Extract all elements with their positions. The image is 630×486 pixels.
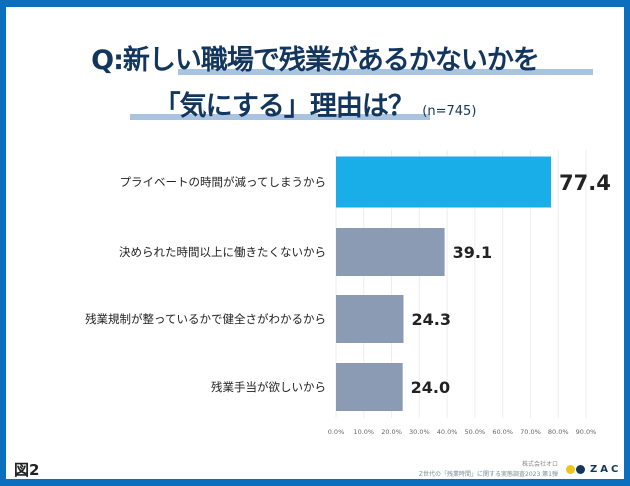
title-underline: [178, 69, 593, 75]
category-label: 残業規制が整っているかで健全さがわかるから: [85, 312, 326, 326]
source-company: 株式会社オロ: [521, 461, 558, 468]
x-tick-label: 0.0%: [328, 428, 345, 436]
category-label: プライベートの時間が減ってしまうから: [120, 175, 326, 189]
data-label: 24.3: [412, 310, 451, 329]
x-tick-label: 30.0%: [409, 428, 430, 436]
bar: [336, 363, 403, 411]
category-label: 残業手当が欲しいから: [211, 380, 326, 394]
chart-title-line1: Q:新しい職場で残業があるかないかを: [91, 45, 540, 76]
logo-yellow-dot-icon: [566, 465, 575, 474]
x-tick-label: 60.0%: [492, 428, 513, 436]
bar: [336, 156, 551, 208]
bar: [336, 228, 445, 276]
chart-title-line2: 「気にする」理由は？ (n=745): [0, 84, 630, 123]
chart-card: [6, 7, 624, 479]
x-tick-label: 70.0%: [520, 428, 541, 436]
title-underline: [130, 114, 430, 120]
sample-size: (n=745): [422, 104, 477, 119]
x-tick-label: 50.0%: [465, 428, 486, 436]
data-label: 39.1: [453, 243, 492, 262]
chart-title-line2-text: 「気にする」理由は？: [153, 91, 415, 122]
data-label: 77.4: [559, 171, 611, 195]
zac-logo: ZAC: [566, 464, 621, 475]
x-tick-label: 40.0%: [437, 428, 458, 436]
bar: [336, 295, 404, 343]
x-tick-label: 20.0%: [381, 428, 402, 436]
source-report: Z世代の「残業時間」に関する実態調査2023 第1弾: [418, 471, 558, 478]
x-tick-label: 90.0%: [576, 428, 597, 436]
logo-navy-dot-icon: [576, 465, 585, 474]
data-label: 24.0: [411, 378, 450, 397]
x-tick-label: 80.0%: [548, 428, 569, 436]
category-label: 決められた時間以上に働きたくないから: [119, 245, 326, 259]
logo-text: ZAC: [590, 464, 622, 475]
x-tick-label: 10.0%: [353, 428, 374, 436]
figure-label: 図2: [14, 461, 40, 479]
